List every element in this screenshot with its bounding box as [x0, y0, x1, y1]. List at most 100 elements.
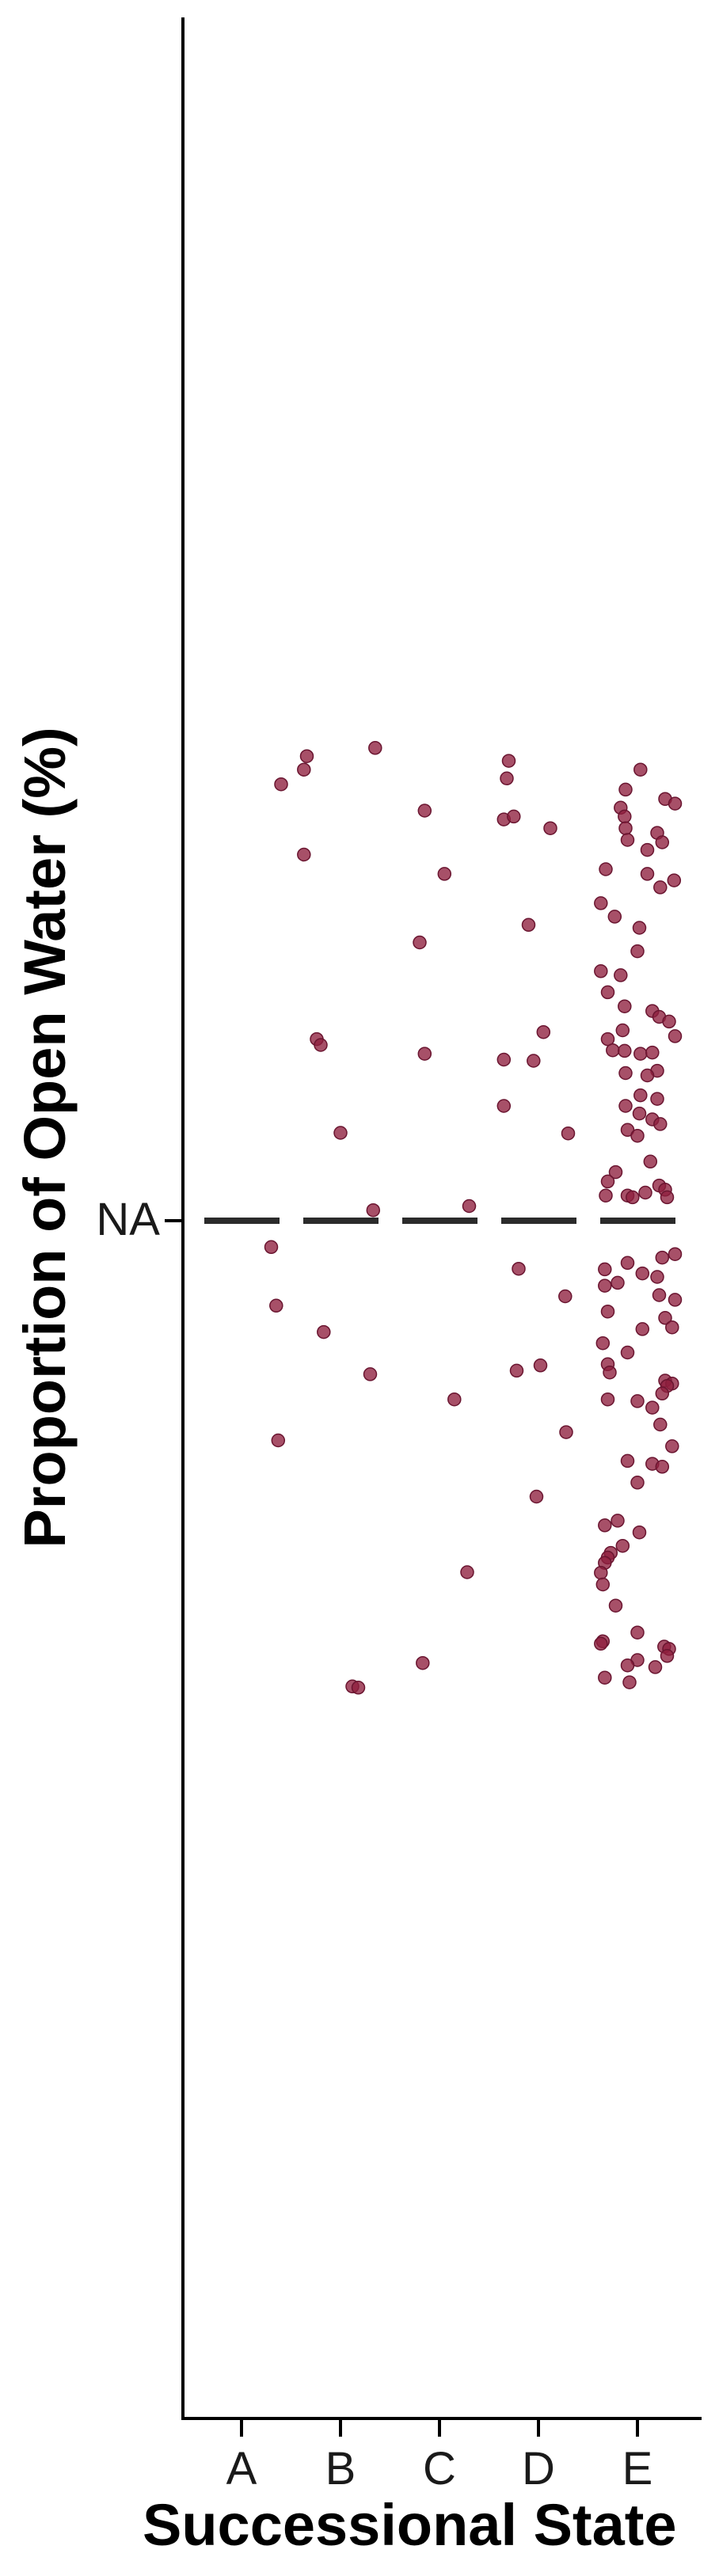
- data-point: [460, 1565, 474, 1579]
- data-point: [417, 1047, 432, 1061]
- data-point: [632, 921, 647, 935]
- data-point: [501, 754, 516, 768]
- data-point: [608, 1598, 623, 1613]
- data-point: [607, 910, 622, 924]
- data-point: [630, 1128, 645, 1143]
- data-point: [611, 1514, 625, 1528]
- data-point: [594, 1636, 608, 1651]
- data-point: [635, 1322, 650, 1336]
- data-point: [655, 1460, 670, 1474]
- data-point: [595, 1577, 611, 1592]
- data-point: [599, 862, 613, 876]
- data-point: [533, 1358, 548, 1373]
- data-point: [600, 985, 615, 1000]
- data-point: [297, 847, 311, 862]
- data-point: [660, 1190, 675, 1205]
- data-point: [668, 1247, 683, 1261]
- data-point: [314, 1038, 328, 1052]
- data-point: [645, 1400, 660, 1415]
- data-point: [615, 1023, 630, 1038]
- data-point: [630, 1625, 645, 1639]
- data-point: [608, 1165, 623, 1180]
- data-point: [500, 771, 514, 786]
- data-point: [512, 1261, 526, 1276]
- data-point: [618, 782, 633, 797]
- data-point: [668, 1029, 683, 1043]
- data-point: [658, 1311, 672, 1325]
- data-point: [650, 1270, 664, 1284]
- data-point: [640, 867, 655, 881]
- data-point: [653, 880, 668, 895]
- data-point: [620, 1453, 635, 1468]
- data-point: [630, 1394, 645, 1408]
- data-point: [633, 1088, 648, 1103]
- data-point: [594, 1565, 608, 1580]
- data-point: [462, 1199, 477, 1214]
- data-point: [600, 1032, 615, 1047]
- data-point: [496, 1099, 512, 1113]
- data-point: [594, 896, 608, 910]
- data-point: [598, 1518, 612, 1533]
- data-point: [614, 968, 628, 982]
- data-point: [269, 1298, 283, 1313]
- data-point: [618, 1066, 633, 1081]
- data-point: [606, 1043, 620, 1058]
- data-point: [620, 1658, 635, 1673]
- data-point: [620, 1345, 635, 1360]
- data-point: [648, 1660, 663, 1674]
- data-point: [630, 944, 645, 959]
- data-point: [527, 1054, 541, 1068]
- x-tick-label: B: [325, 2443, 356, 2494]
- data-point: [640, 1068, 655, 1083]
- x-tick-label: E: [622, 2443, 653, 2494]
- data-point: [600, 1392, 615, 1407]
- x-ticks: A B C D E: [226, 2418, 653, 2494]
- data-point: [598, 1262, 612, 1277]
- data-point: [620, 1256, 635, 1271]
- data-point: [536, 1024, 551, 1039]
- x-tick-label: D: [522, 2443, 555, 2494]
- data-points: [264, 741, 683, 1695]
- x-axis-title: Successional State: [143, 2492, 677, 2558]
- data-point: [638, 1185, 652, 1200]
- data-point: [665, 1320, 679, 1335]
- data-point: [507, 809, 521, 824]
- x-tick-label: C: [423, 2443, 456, 2494]
- x-tick-label: A: [226, 2443, 257, 2494]
- data-point: [618, 809, 632, 824]
- data-point: [595, 1335, 611, 1351]
- data-point: [413, 935, 427, 950]
- data-point: [650, 1092, 664, 1106]
- data-point: [529, 1489, 544, 1504]
- data-point: [618, 1043, 632, 1058]
- data-point: [667, 873, 682, 887]
- data-point: [559, 1425, 573, 1439]
- data-point: [622, 1675, 637, 1689]
- data-point: [655, 1250, 670, 1265]
- data-point: [351, 1681, 366, 1695]
- data-point: [561, 1126, 576, 1141]
- data-point: [630, 1476, 645, 1490]
- data-point: [668, 1293, 683, 1307]
- data-point: [509, 1363, 524, 1378]
- data-point: [645, 1045, 660, 1060]
- data-point: [417, 804, 432, 818]
- data-point: [416, 1655, 430, 1670]
- data-point: [333, 1126, 348, 1140]
- data-point: [620, 833, 635, 847]
- data-point: [660, 1649, 675, 1663]
- data-point: [594, 964, 608, 978]
- data-point: [655, 1386, 670, 1401]
- data-point: [317, 1324, 331, 1339]
- data-point: [668, 796, 683, 811]
- data-point: [633, 762, 648, 777]
- data-point: [632, 1106, 647, 1121]
- data-point: [274, 777, 288, 792]
- data-point: [600, 1304, 615, 1319]
- data-point: [618, 1099, 633, 1113]
- data-point: [618, 821, 633, 835]
- data-point: [655, 835, 670, 849]
- data-point: [633, 1047, 648, 1061]
- data-point: [363, 1367, 378, 1381]
